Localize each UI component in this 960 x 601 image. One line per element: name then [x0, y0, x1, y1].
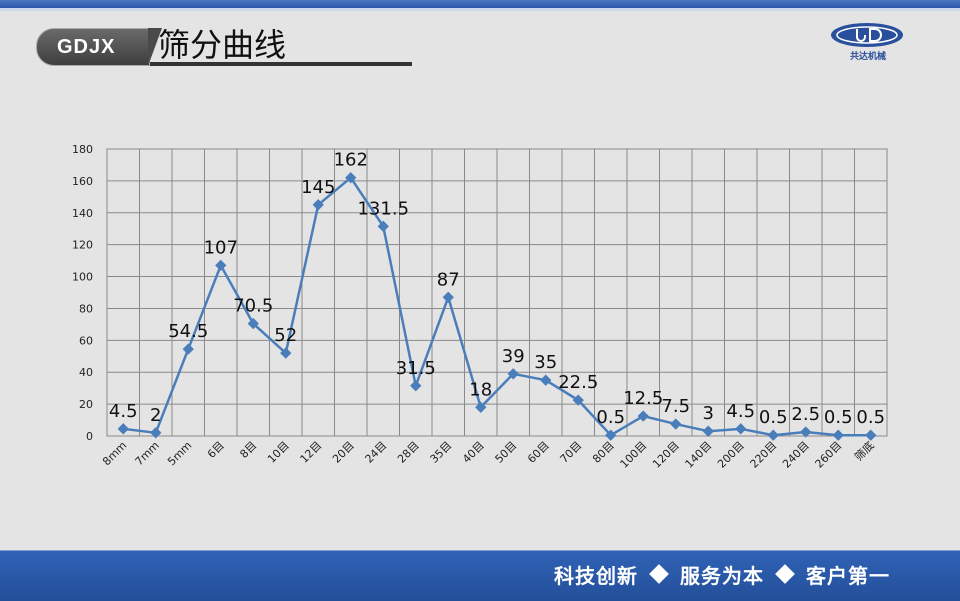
data-label: 4.5 [109, 401, 138, 422]
x-tick-label: 20目 [330, 439, 357, 466]
data-label: 2 [150, 405, 161, 426]
x-tick-label: 240目 [780, 439, 812, 471]
data-point [410, 380, 422, 392]
x-tick-label: 50目 [493, 439, 520, 466]
x-tick-label: 5mm [165, 439, 194, 468]
x-tick-label: 24目 [363, 439, 390, 466]
data-point [345, 172, 357, 184]
data-label: 0.5 [856, 407, 885, 428]
series-line [123, 176, 871, 437]
data-label: 31.5 [396, 358, 436, 379]
data-label: 7.5 [661, 396, 690, 417]
data-label: 22.5 [558, 372, 598, 393]
data-label: 145 [301, 177, 335, 198]
data-point [637, 410, 649, 422]
data-point [280, 347, 292, 359]
data-point [735, 423, 747, 435]
data-point [507, 368, 519, 380]
data-point [767, 429, 779, 441]
data-point [865, 429, 877, 441]
x-tick-label: 260目 [813, 439, 845, 471]
x-tick-label: 100目 [618, 439, 650, 471]
data-label: 0.5 [824, 407, 853, 428]
page-title: 筛分曲线 [158, 26, 287, 64]
data-label: 162 [334, 150, 368, 171]
data-label: 2.5 [791, 404, 820, 425]
data-label: 0.5 [596, 407, 625, 428]
data-point [442, 291, 454, 303]
data-point [670, 418, 682, 430]
data-point [702, 425, 714, 437]
y-tick-label: 180 [72, 143, 93, 156]
data-label: 39 [502, 346, 525, 367]
x-tick-label: 70目 [558, 439, 585, 466]
x-tick-label: 筛底 [851, 438, 876, 463]
data-point [832, 429, 844, 441]
footer-bar [0, 550, 960, 601]
data-label: 18 [469, 379, 492, 400]
x-tick-label: 220目 [748, 439, 780, 471]
data-label: 107 [204, 237, 238, 258]
slogan-1: 科技创新 [554, 564, 638, 588]
footer-slogan: 科技创新 服务为本 客户第一 [554, 560, 890, 589]
data-label: 131.5 [357, 198, 409, 219]
data-point [182, 343, 194, 355]
brand-badge-tail [148, 28, 162, 66]
data-point [312, 199, 324, 211]
data-label: 35 [534, 352, 557, 373]
data-label: 0.5 [759, 407, 788, 428]
x-tick-label: 8目 [237, 439, 259, 461]
x-tick-label: 12目 [298, 439, 325, 466]
x-tick-label: 60目 [525, 439, 552, 466]
data-label: 52 [274, 325, 297, 346]
y-tick-label: 120 [72, 239, 93, 252]
x-tick-label: 28目 [395, 439, 422, 466]
x-tick-label: 200目 [715, 439, 747, 471]
title-underline [150, 62, 412, 66]
x-tick-label: 6目 [205, 439, 227, 461]
top-stripe-highlight [0, 8, 960, 11]
y-tick-label: 140 [72, 207, 93, 220]
data-label: 70.5 [233, 296, 273, 317]
data-point [800, 426, 812, 438]
sieve-curve-chart: 0 20 40 60 80 100 120 140 160 180 8mm 7mm 5mm 6目 8目 10目… [72, 143, 888, 471]
data-point [150, 427, 162, 439]
y-tick-label: 20 [79, 398, 93, 411]
brand-badge: GDJX [36, 28, 150, 66]
y-tick-label: 100 [72, 271, 93, 284]
data-point [540, 374, 552, 386]
data-label: 12.5 [623, 388, 663, 409]
top-stripe [0, 0, 960, 8]
data-label: 3 [703, 403, 714, 424]
diamond-separator-icon [649, 564, 669, 584]
y-tick-label: 160 [72, 175, 93, 188]
x-tick-label: 40目 [460, 439, 487, 466]
x-tick-label: 7mm [133, 439, 162, 468]
x-tick-label: 140目 [683, 439, 715, 471]
y-tick-label: 0 [86, 430, 93, 443]
slogan-2: 服务为本 [680, 564, 764, 588]
data-point [247, 317, 259, 330]
data-point [572, 394, 584, 406]
diamond-separator-icon [775, 564, 795, 584]
company-logo-icon [831, 23, 903, 47]
data-point [605, 429, 617, 441]
data-point [215, 259, 227, 272]
x-tick-label: 120目 [650, 439, 682, 471]
x-tick-label: 80目 [590, 439, 617, 466]
y-tick-label: 60 [79, 334, 93, 347]
y-tick-label: 80 [79, 302, 93, 315]
x-tick-label: 10目 [265, 439, 292, 466]
x-tick-label: 35目 [428, 439, 455, 466]
data-point [475, 401, 487, 413]
company-logo-text: 共达机械 [849, 52, 886, 62]
x-tick-label: 8mm [100, 439, 129, 468]
slogan-3: 客户第一 [806, 564, 890, 588]
data-label: 87 [437, 269, 460, 290]
y-tick-label: 40 [79, 366, 93, 379]
data-point [377, 220, 389, 232]
data-label: 54.5 [168, 321, 208, 342]
data-label: 4.5 [726, 401, 755, 422]
